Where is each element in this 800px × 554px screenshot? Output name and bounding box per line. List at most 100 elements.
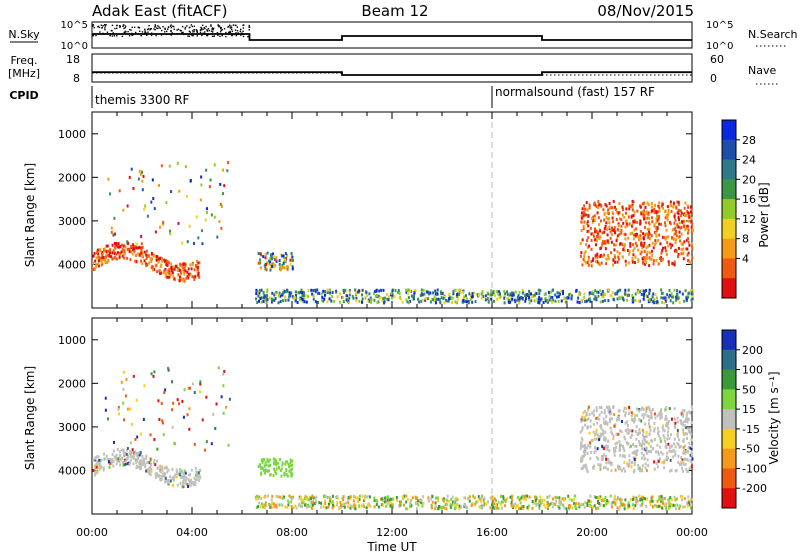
- data-pixel: [593, 413, 596, 417]
- data-pixel: [464, 294, 467, 298]
- data-pixel: [502, 496, 505, 500]
- nsky-dot: [179, 29, 181, 32]
- data-pixel: [593, 437, 596, 441]
- data-pixel: [608, 460, 611, 464]
- data-pixel: [264, 506, 267, 510]
- nsky-dot: [116, 24, 118, 27]
- data-pixel: [678, 463, 681, 467]
- data-pixel: [544, 505, 547, 509]
- data-pixel: [648, 407, 651, 411]
- data-pixel: [639, 237, 642, 241]
- data-pixel: [98, 461, 101, 465]
- station-title: Adak East (fitACF): [92, 2, 227, 20]
- data-pixel: [529, 296, 532, 300]
- data-pixel: [678, 290, 681, 294]
- data-pixel: [614, 243, 617, 247]
- data-pixel: [558, 506, 561, 510]
- nsky-dot: [98, 26, 101, 29]
- data-pixel: [222, 192, 225, 196]
- data-pixel: [588, 291, 591, 295]
- data-pixel: [638, 418, 641, 422]
- data-pixel: [430, 505, 433, 509]
- data-pixel: [592, 218, 595, 222]
- data-pixel: [171, 483, 174, 487]
- data-pixel: [586, 503, 589, 507]
- data-pixel: [666, 424, 669, 428]
- data-pixel: [628, 407, 631, 411]
- data-pixel: [194, 275, 197, 279]
- data-pixel: [133, 245, 136, 249]
- data-pixel: [193, 391, 196, 395]
- data-pixel: [472, 494, 475, 498]
- data-pixel: [648, 425, 651, 429]
- data-pixel: [594, 260, 597, 264]
- data-pixel: [366, 495, 369, 499]
- data-pixel: [98, 458, 101, 462]
- data-pixel: [563, 506, 566, 510]
- data-pixel: [381, 299, 384, 303]
- nsky-dot: [157, 27, 159, 30]
- data-pixel: [459, 290, 462, 294]
- data-pixel: [586, 425, 589, 429]
- data-pixel: [507, 300, 510, 304]
- data-pixel: [302, 498, 305, 502]
- data-pixel: [513, 504, 516, 508]
- data-pixel: [185, 194, 188, 198]
- data-pixel: [657, 214, 660, 218]
- data-pixel: [141, 454, 144, 458]
- data-pixel: [153, 458, 156, 462]
- data-pixel: [629, 445, 632, 449]
- data-pixel: [427, 496, 430, 500]
- colorbar-tick-label: -100: [742, 462, 767, 475]
- data-pixel: [187, 275, 190, 279]
- data-pixel: [613, 248, 616, 252]
- data-pixel: [442, 297, 445, 301]
- data-pixel: [595, 229, 598, 233]
- data-pixel: [105, 454, 108, 458]
- data-pixel: [134, 253, 137, 257]
- nsky-dot: [230, 26, 233, 29]
- data-pixel: [518, 296, 521, 300]
- data-pixel: [487, 298, 490, 302]
- data-pixel: [579, 459, 582, 463]
- data-pixel: [690, 502, 693, 506]
- data-pixel: [597, 294, 600, 298]
- data-pixel: [582, 224, 585, 228]
- data-pixel: [96, 455, 99, 459]
- nsky-dot: [141, 31, 144, 33]
- data-pixel: [690, 216, 693, 220]
- data-pixel: [682, 414, 685, 418]
- data-pixel: [618, 202, 621, 206]
- data-pixel: [602, 295, 605, 299]
- data-pixel: [123, 463, 126, 467]
- data-pixel: [687, 259, 690, 263]
- data-pixel: [264, 501, 267, 505]
- data-pixel: [552, 298, 555, 302]
- data-pixel: [617, 495, 620, 499]
- data-pixel: [129, 258, 132, 262]
- data-pixel: [307, 504, 310, 508]
- data-pixel: [586, 501, 589, 505]
- data-pixel: [620, 224, 623, 228]
- nsky-dot: [184, 26, 187, 29]
- data-pixel: [691, 256, 694, 260]
- data-pixel: [487, 292, 490, 296]
- data-pixel: [159, 470, 162, 474]
- data-pixel: [556, 291, 559, 295]
- data-pixel: [217, 366, 220, 370]
- data-pixel: [140, 235, 143, 239]
- data-pixel: [258, 289, 261, 293]
- data-pixel: [197, 471, 200, 475]
- data-pixel: [193, 442, 196, 446]
- data-pixel: [190, 267, 193, 271]
- data-pixel: [540, 297, 543, 301]
- data-pixel: [685, 501, 688, 505]
- data-pixel: [127, 247, 130, 251]
- data-pixel: [165, 466, 168, 470]
- nsky-dot: [170, 29, 172, 32]
- data-pixel: [649, 503, 652, 507]
- data-pixel: [273, 467, 276, 471]
- data-pixel: [690, 242, 693, 246]
- data-pixel: [130, 458, 133, 462]
- data-pixel: [637, 463, 640, 467]
